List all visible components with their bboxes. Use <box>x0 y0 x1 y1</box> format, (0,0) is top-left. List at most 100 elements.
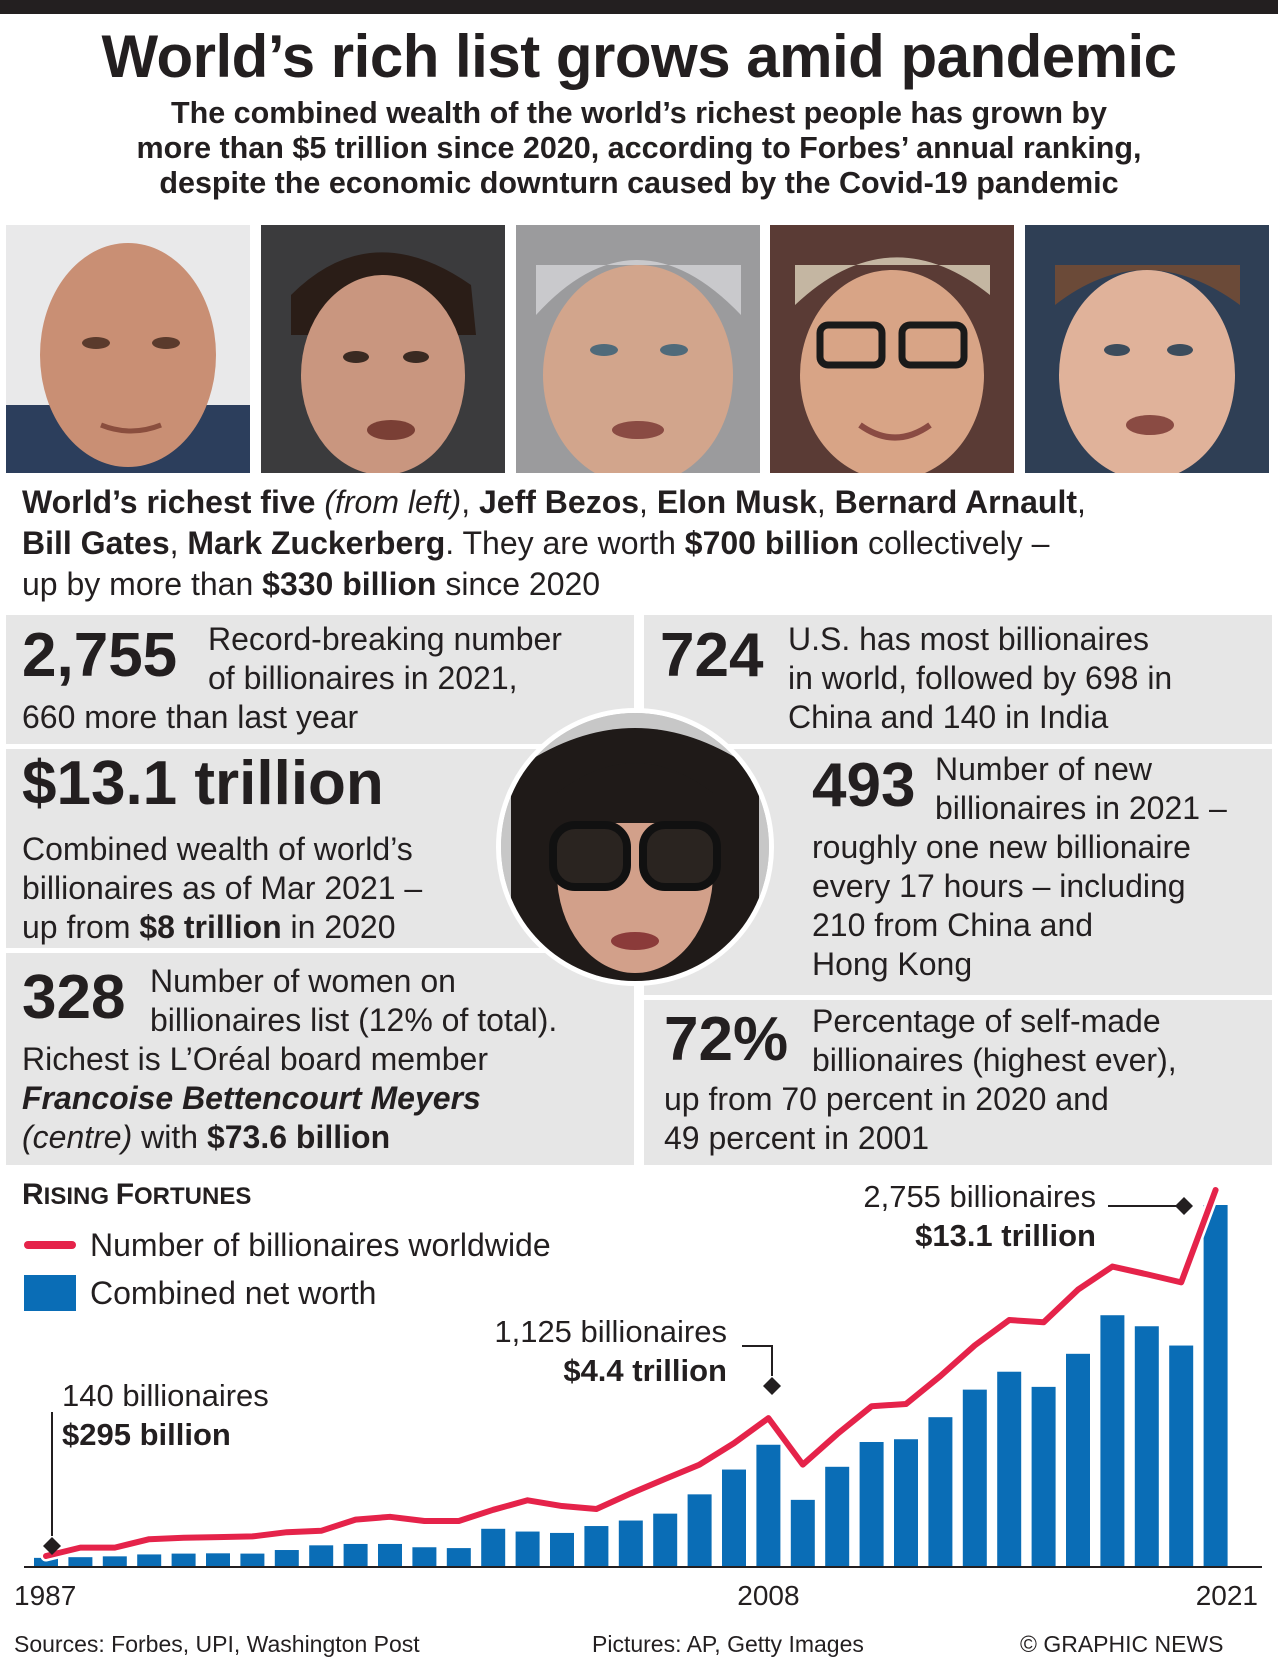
chart-bar <box>584 1526 609 1566</box>
rising-fortunes-chart: 1987 2008 2021 140 billionaires $295 billion… <box>14 1179 1262 1611</box>
stat-value-women: 328 <box>22 963 126 1032</box>
caption-name: Mark Zuckerberg <box>187 525 446 561</box>
chart-bar <box>446 1548 471 1566</box>
footer-pictures: Pictures: AP, Getty Images <box>592 1631 864 1657</box>
chart-bar <box>550 1532 574 1566</box>
annotation-marker <box>43 1537 61 1555</box>
chart-bar <box>343 1543 368 1566</box>
chart-bar <box>1134 1326 1159 1566</box>
stat-text: billionaires (highest ever), <box>812 1042 1177 1078</box>
chart-bar <box>653 1513 678 1566</box>
chart-title-part: R <box>22 1178 44 1211</box>
caption-text: collectively – <box>867 525 1050 561</box>
chart-bar <box>825 1466 850 1566</box>
stat-cell <box>6 615 634 744</box>
subtitle-line: more than $5 trillion since 2020, accord… <box>136 131 1142 165</box>
chart-bar <box>928 1417 953 1566</box>
annotation-marker <box>763 1377 781 1395</box>
chart-bar <box>137 1554 162 1566</box>
stat-text: U.S. has most billionaires <box>788 621 1150 657</box>
portrait-zuckerberg <box>1025 225 1272 473</box>
stat-cell <box>6 953 634 1165</box>
stat-text-part: in 2020 <box>290 909 396 945</box>
chart-title-part: ISING <box>43 1183 116 1210</box>
chart-bar <box>309 1545 334 1566</box>
caption-name: Bernard Arnault <box>834 484 1078 520</box>
caption-text: since 2020 <box>445 566 601 602</box>
stat-cell <box>644 1000 1272 1165</box>
annotation-label: $4.4 trillion <box>563 1353 727 1388</box>
chart-bar <box>240 1553 265 1566</box>
portrait-musk <box>260 225 508 473</box>
chart-bar <box>481 1528 506 1566</box>
stat-text-part: up from <box>22 909 131 945</box>
chart-bar <box>1203 1205 1228 1566</box>
stat-value-us: 724 <box>660 621 764 690</box>
footer-credit: © GRAPHIC NEWS <box>1020 1631 1224 1657</box>
portrait-caption: World’s richest five (from left), Jeff B… <box>22 484 1086 602</box>
chart-title: RISING FORTUNES <box>22 1178 251 1214</box>
stat-cell <box>644 615 1272 744</box>
chart-bar <box>894 1439 918 1566</box>
portrait-bezos <box>6 225 253 473</box>
chart-bar <box>412 1547 437 1566</box>
stat-text: of billionaires in 2021, <box>208 660 518 696</box>
chart-title-part: F <box>115 1178 135 1211</box>
chart-bar <box>790 1499 815 1566</box>
stat-text: up from 70 percent in 2020 and <box>664 1081 1109 1117</box>
caption-name: Elon Musk <box>656 484 817 520</box>
stat-value-new: 493 <box>812 751 916 820</box>
caption-lead-note: (from left) <box>324 484 462 520</box>
stat-text: Richest is L’Oréal board member <box>22 1041 488 1077</box>
chart-bar <box>102 1556 127 1566</box>
stat-text: China and 140 in India <box>788 699 1109 735</box>
stat-text: (centre) with $73.6 billion <box>22 1118 390 1157</box>
chart-bar <box>859 1441 884 1566</box>
stat-text: 660 more than last year <box>22 699 359 735</box>
stat-text: billionaires list (12% of total). <box>150 1002 558 1038</box>
legend-swatch-line <box>24 1241 76 1249</box>
stat-text: Number of women on <box>150 963 456 999</box>
chart-bar <box>34 1557 58 1566</box>
chart-bar <box>722 1469 746 1566</box>
chart-bar <box>962 1389 987 1566</box>
stat-text-bold: Francoise Bettencourt Meyers <box>22 1080 481 1116</box>
caption-name: Bill Gates <box>22 525 170 561</box>
chart-bar <box>997 1371 1022 1566</box>
annotation-label: $295 billion <box>62 1417 231 1452</box>
stat-text-bold: $8 trillion <box>139 909 282 945</box>
legend-label-bar: Combined net worth <box>90 1275 377 1311</box>
chart-bar <box>618 1520 643 1566</box>
annotation-label: 140 billionaires <box>62 1378 269 1413</box>
portrait-gates <box>770 225 1017 473</box>
chart-bar <box>515 1531 540 1566</box>
chart-bar <box>171 1553 196 1566</box>
portrait-strip <box>6 225 1272 473</box>
stat-value-billionaires: 2,755 <box>22 621 178 690</box>
stat-text-part: with <box>141 1119 199 1155</box>
chart-bar <box>68 1557 93 1566</box>
x-tick-label: 2008 <box>737 1580 799 1611</box>
stat-text: roughly one new billionaire <box>812 829 1191 865</box>
stat-text: 210 from China and <box>812 907 1094 943</box>
legend-label-line: Number of billionaires worldwide <box>90 1227 551 1263</box>
annotation-label: 1,125 billionaires <box>494 1314 727 1349</box>
portrait-bettencourt-meyers <box>496 708 774 986</box>
top-rule <box>0 0 1278 14</box>
stat-value-selfmade: 72% <box>664 1005 789 1074</box>
chart-bar <box>378 1543 402 1566</box>
stat-text: billionaires as of Mar 2021 – <box>22 870 423 906</box>
page-subtitle: The combined wealth of the world’s riche… <box>20 96 1258 201</box>
legend-swatch-bar <box>24 1275 76 1311</box>
caption-name: Jeff Bezos <box>478 484 640 520</box>
caption-value: $700 billion <box>684 525 860 561</box>
caption-text: . They are worth <box>445 525 676 561</box>
annotation-label: $13.1 trillion <box>915 1218 1096 1253</box>
stat-text: Percentage of self-made <box>812 1003 1161 1039</box>
caption-lead: World’s richest five <box>22 484 316 520</box>
chart-bar <box>1169 1345 1194 1566</box>
stat-text: Hong Kong <box>812 946 973 982</box>
stat-text: Number of new <box>935 751 1152 787</box>
chart-bar <box>274 1550 299 1566</box>
stat-text: every 17 hours – including <box>812 868 1186 904</box>
